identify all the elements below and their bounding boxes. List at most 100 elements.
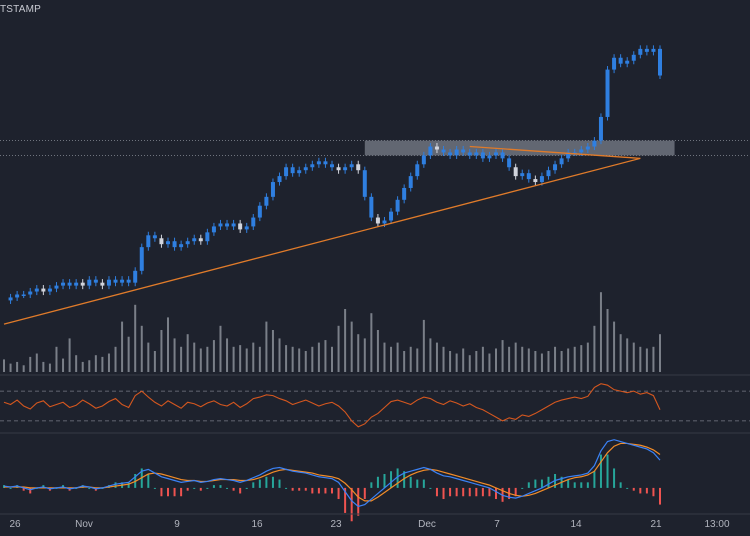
candle-body xyxy=(474,152,479,156)
macd-histogram-bar xyxy=(232,487,235,491)
macd-histogram-bar xyxy=(88,487,91,489)
macd-histogram-bar xyxy=(291,487,294,491)
candle-body xyxy=(349,164,354,168)
candle-body xyxy=(546,170,551,177)
volume-bar xyxy=(147,342,150,372)
candle-body xyxy=(421,155,426,165)
candle-body xyxy=(47,288,52,292)
time-axis-tick-label: 23 xyxy=(330,519,342,530)
candle-body xyxy=(389,211,394,221)
volume-bar xyxy=(3,359,5,372)
macd-histogram-bar xyxy=(153,487,156,489)
volume-bar xyxy=(613,321,616,372)
macd-histogram-bar xyxy=(606,454,609,488)
macd-histogram-bar xyxy=(324,487,327,494)
candle-body xyxy=(100,282,105,286)
macd-histogram-bar xyxy=(245,487,248,489)
macd-histogram-bar xyxy=(180,487,183,497)
candle-body xyxy=(310,164,315,168)
candle-body xyxy=(487,155,492,159)
candle-body xyxy=(402,187,407,200)
candle-body xyxy=(658,48,662,76)
candle-body xyxy=(375,217,380,224)
volume-bar xyxy=(311,346,314,372)
macd-histogram-bar xyxy=(462,487,465,497)
volume-bar xyxy=(475,351,478,372)
candle-body xyxy=(106,279,111,286)
volume-layer xyxy=(3,292,661,372)
resistance-trendline xyxy=(469,145,641,160)
volume-bar xyxy=(501,340,504,372)
volume-bar xyxy=(390,346,393,372)
volume-bar xyxy=(212,340,215,372)
volume-bar xyxy=(547,351,550,372)
volume-bar xyxy=(127,336,130,372)
volume-bar xyxy=(153,351,156,372)
volume-bar xyxy=(449,351,452,372)
macd-histogram-bar xyxy=(226,487,229,489)
candle-body xyxy=(179,244,184,248)
candle-body xyxy=(644,48,649,52)
volume-bar xyxy=(232,346,235,372)
candle-body xyxy=(34,288,39,292)
volume-bar xyxy=(350,321,353,372)
macd-histogram-bar xyxy=(613,468,616,488)
volume-bar xyxy=(521,346,524,372)
candle-body xyxy=(93,279,98,283)
macd-histogram-bar xyxy=(632,487,635,491)
volume-bar xyxy=(455,353,458,372)
candle-body xyxy=(362,170,367,197)
volume-bar xyxy=(409,346,412,372)
volume-bar xyxy=(62,358,65,372)
candle-body xyxy=(61,282,66,286)
macd-histogram-bar xyxy=(540,479,543,488)
time-axis-layer: 26 Nov 9 16 23 Dec 7 14 21 13:00 xyxy=(0,374,750,530)
volume-bar xyxy=(304,351,307,372)
macd-histogram-bar xyxy=(599,454,602,488)
macd-histogram-bar xyxy=(422,479,425,488)
candle-body xyxy=(15,294,20,298)
macd-histogram-bar xyxy=(199,487,202,491)
time-axis-tick-label: 14 xyxy=(570,519,582,530)
volume-bar xyxy=(167,317,169,372)
volume-bar xyxy=(639,346,642,372)
macd-histogram-bar xyxy=(212,485,215,488)
time-axis-tick-label: 21 xyxy=(650,519,662,530)
macd-histogram-bar xyxy=(468,487,471,497)
candles-layer xyxy=(8,45,662,304)
volume-bar xyxy=(226,338,229,372)
candle-body xyxy=(461,149,466,153)
volume-bar xyxy=(88,360,91,372)
rsi-layer xyxy=(0,383,750,428)
volume-bar xyxy=(239,345,242,372)
macd-histogram-bar xyxy=(29,487,32,494)
macd-histogram-bar xyxy=(547,476,550,488)
volume-bar xyxy=(114,346,117,372)
volume-bar xyxy=(403,351,406,372)
candle-body xyxy=(113,279,118,283)
macd-histogram-bar xyxy=(645,487,648,494)
macd-histogram-bar xyxy=(534,479,537,488)
macd-histogram-bar xyxy=(475,487,478,497)
candle-body xyxy=(231,223,236,227)
candle-body xyxy=(133,270,138,283)
macd-histogram-bar xyxy=(376,476,379,488)
candle-body xyxy=(205,232,210,242)
macd-histogram-bar xyxy=(219,485,222,488)
volume-bar xyxy=(16,361,19,372)
symbol-source-label: TSTAMP xyxy=(0,4,42,15)
macd-histogram-bar xyxy=(186,487,189,491)
macd-histogram-bar xyxy=(363,487,366,500)
candle-body xyxy=(651,48,656,52)
macd-histogram-bar xyxy=(298,487,301,491)
volume-bar xyxy=(586,342,589,372)
candle-body xyxy=(290,167,295,174)
volume-bar xyxy=(481,346,484,372)
time-axis-tick-label: Dec xyxy=(418,519,436,530)
macd-layer xyxy=(3,439,661,522)
macd-histogram-bar xyxy=(344,487,347,513)
candle-body xyxy=(585,146,590,150)
candle-body xyxy=(566,152,571,159)
candle-body xyxy=(467,152,472,156)
